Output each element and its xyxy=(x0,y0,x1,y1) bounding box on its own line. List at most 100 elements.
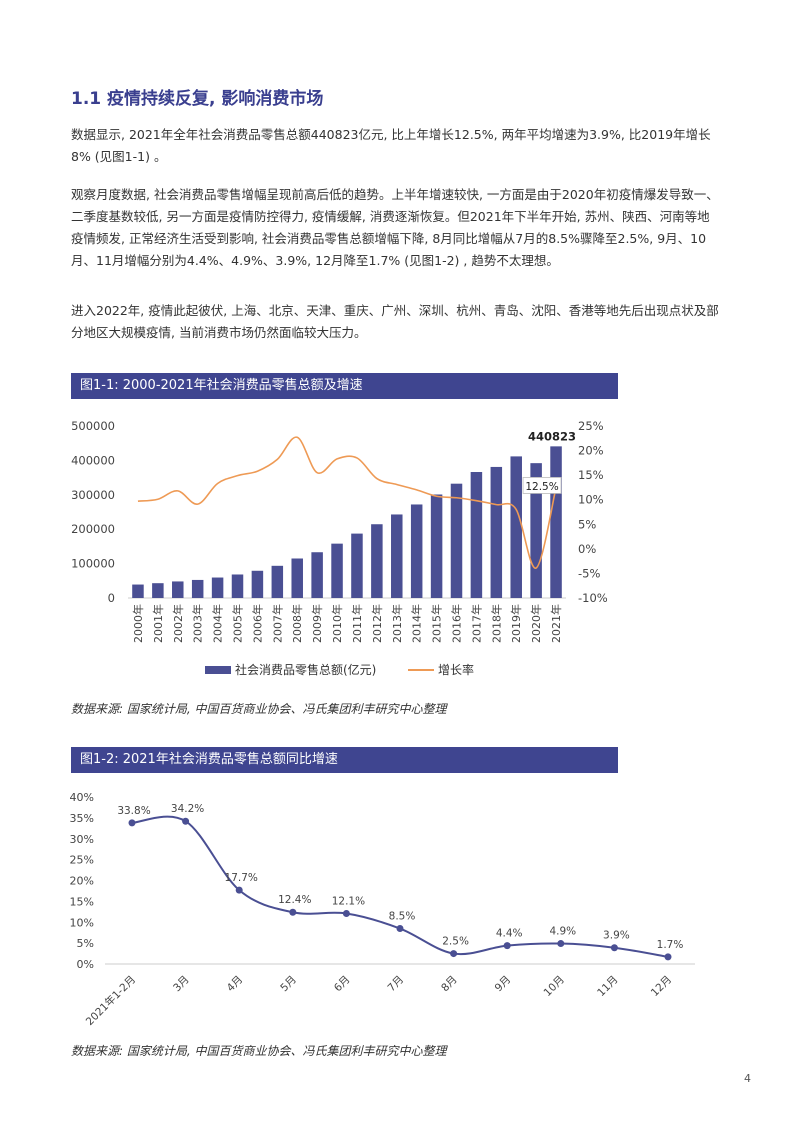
y-left-tick-label: 0 xyxy=(108,591,115,605)
paragraph-2: 观察月度数据, 社会消费品零售增幅呈现前高后低的趋势。上半年增速较快, 一方面是… xyxy=(71,187,719,268)
y-right-tick-label: -5% xyxy=(578,566,600,580)
data-value-label: 12.1% xyxy=(332,895,365,907)
x-tick-label: 2019年 xyxy=(509,604,523,643)
x-tick-label: 2021年 xyxy=(549,604,563,643)
data-point xyxy=(503,942,511,950)
y-tick-label: 0% xyxy=(77,958,94,971)
x-tick-label: 4月 xyxy=(225,974,246,995)
x-tick-label: 2002年 xyxy=(171,604,185,643)
growth-rate-line xyxy=(137,436,557,569)
figure-1-title: 图1-1: 2000-2021年社会消费品零售总额及增速 xyxy=(71,373,618,399)
y-left-tick-label: 200000 xyxy=(71,522,115,536)
data-value-label: 8.5% xyxy=(389,911,416,923)
y-right-tick-label: 10% xyxy=(578,493,604,507)
x-tick-label: 2009年 xyxy=(310,604,324,643)
bar xyxy=(410,504,423,598)
bar xyxy=(251,570,264,598)
x-tick-label: 2016年 xyxy=(450,604,464,643)
y-left-tick-label: 500000 xyxy=(71,419,115,433)
growth-line xyxy=(131,815,669,958)
x-tick-label: 2001年 xyxy=(151,604,165,643)
x-tick-label: 3月 xyxy=(171,974,192,995)
bar xyxy=(371,524,383,598)
x-tick-label: 2005年 xyxy=(231,604,245,643)
x-tick-label: 2003年 xyxy=(191,604,205,643)
data-point xyxy=(396,925,404,933)
data-point xyxy=(182,817,190,825)
data-value-label: 1.7% xyxy=(657,939,684,951)
bar xyxy=(311,552,323,598)
last-rate-value-label: 12.5% xyxy=(525,481,558,493)
y-tick-label: 20% xyxy=(70,875,94,888)
y-right-tick-label: 0% xyxy=(578,542,596,556)
data-value-label: 12.4% xyxy=(278,894,311,906)
bar xyxy=(450,483,463,598)
bar xyxy=(550,446,562,598)
y-tick-label: 15% xyxy=(70,895,94,908)
y-left-tick-label: 400000 xyxy=(71,453,115,467)
last-bar-value-label: 440823 xyxy=(528,429,576,443)
data-point xyxy=(664,953,672,961)
section-heading: 1.1 疫情持续反复, 影响消费市场 xyxy=(71,89,324,109)
data-point xyxy=(342,909,350,917)
y-tick-label: 35% xyxy=(70,812,94,825)
x-tick-label: 2000年 xyxy=(131,604,145,643)
data-value-label: 3.9% xyxy=(603,930,630,942)
x-tick-label: 2013年 xyxy=(390,604,404,643)
x-tick-label: 2004年 xyxy=(211,604,225,643)
legend-line-label: 增长率 xyxy=(438,662,474,677)
bar xyxy=(391,514,403,598)
data-value-label: 17.7% xyxy=(225,872,258,884)
bar xyxy=(430,494,443,598)
bar xyxy=(231,574,244,598)
data-value-label: 4.9% xyxy=(549,926,576,938)
x-tick-label: 10月 xyxy=(542,974,567,999)
bar xyxy=(291,558,303,598)
x-tick-label: 2010年 xyxy=(330,604,344,643)
bar xyxy=(510,456,522,598)
bar xyxy=(530,463,542,598)
y-tick-label: 25% xyxy=(70,854,94,867)
y-left-tick-label: 300000 xyxy=(71,488,115,502)
x-tick-label: 2011年 xyxy=(350,604,364,643)
bar xyxy=(191,579,204,598)
legend-bar-swatch xyxy=(205,666,231,674)
data-value-label: 33.8% xyxy=(117,805,150,817)
y-tick-label: 5% xyxy=(77,937,94,950)
y-right-tick-label: 15% xyxy=(578,468,604,482)
x-tick-label: 2021年1-2月 xyxy=(83,973,138,1028)
y-right-tick-label: 20% xyxy=(578,444,604,458)
data-point xyxy=(610,944,618,952)
data-point xyxy=(128,819,136,827)
x-tick-label: 2006年 xyxy=(250,604,264,643)
x-tick-label: 2008年 xyxy=(290,604,304,643)
bar xyxy=(152,583,164,598)
paragraph-3: 进入2022年, 疫情此起彼伏, 上海、北京、天津、重庆、广州、深圳、杭州、青岛… xyxy=(71,303,719,340)
y-tick-label: 10% xyxy=(70,916,94,929)
y-right-tick-label: 25% xyxy=(578,419,604,433)
paragraph-1: 数据显示, 2021年全年社会消费品零售总额440823亿元, 比上年增长12.… xyxy=(71,127,711,164)
bar xyxy=(211,577,224,598)
bar xyxy=(470,472,483,598)
figure-2-source: 数据来源: 国家统计局, 中国百货商业协会、冯氏集团利丰研究中心整理 xyxy=(71,1044,447,1058)
figure-2-title: 图1-2: 2021年社会消费品零售总额同比增速 xyxy=(71,747,618,773)
y-tick-label: 40% xyxy=(70,791,94,804)
y-tick-label: 30% xyxy=(70,833,94,846)
y-right-tick-label: 5% xyxy=(578,517,596,531)
data-value-label: 2.5% xyxy=(442,936,469,948)
x-tick-label: 2012年 xyxy=(370,604,384,643)
data-value-label: 34.2% xyxy=(171,803,204,815)
data-point xyxy=(557,940,565,948)
x-tick-label: 8月 xyxy=(439,974,460,995)
legend-bar-label: 社会消费品零售总额(亿元) xyxy=(235,662,376,677)
bar xyxy=(351,533,363,598)
x-tick-label: 2017年 xyxy=(469,604,483,643)
x-tick-label: 5月 xyxy=(278,974,299,995)
x-tick-label: 9月 xyxy=(493,974,514,995)
x-tick-label: 2015年 xyxy=(430,604,444,643)
figure-1-source: 数据来源: 国家统计局, 中国百货商业协会、冯氏集团利丰研究中心整理 xyxy=(71,702,447,716)
x-tick-label: 12月 xyxy=(649,974,674,999)
bar xyxy=(172,581,184,598)
bar xyxy=(490,466,503,598)
